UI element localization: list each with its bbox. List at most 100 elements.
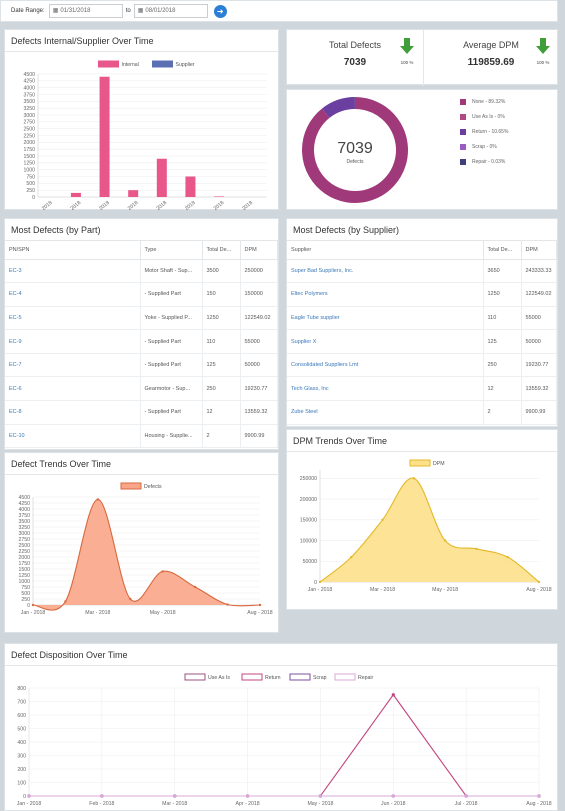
data-point[interactable] — [96, 498, 100, 501]
data-point[interactable] — [161, 570, 164, 573]
data-point[interactable] — [381, 518, 384, 521]
bar-internal[interactable] — [70, 192, 81, 197]
table-cell: 55000 — [521, 306, 557, 331]
table-cell[interactable]: Tech Glass, Inc — [287, 376, 484, 402]
column-header[interactable]: PN/SPN — [5, 241, 141, 260]
data-point[interactable] — [350, 555, 353, 559]
table-row[interactable]: Consolidated Suppliers Lmt 250 19230.77 — [287, 353, 557, 378]
table-cell: - Supplied Part — [140, 282, 203, 307]
data-point[interactable] — [537, 580, 541, 584]
table-row[interactable]: Supplier X 125 50000 — [287, 329, 557, 354]
data-point[interactable] — [318, 580, 322, 584]
legend-swatch[interactable] — [409, 459, 431, 467]
table-cell[interactable]: Supplier X — [287, 329, 484, 354]
legend-swatch[interactable] — [334, 673, 356, 681]
data-point[interactable] — [391, 693, 395, 697]
data-point[interactable] — [27, 794, 31, 798]
table-cell[interactable]: Super Bad Suppliers, Inc. — [287, 259, 484, 284]
table-cell[interactable]: EC-6 — [5, 376, 141, 402]
table-cell[interactable]: EC-9 — [5, 329, 141, 354]
total-defects-trend: 100 % — [397, 38, 417, 65]
donut-legend-item[interactable]: Repair - 0.03% — [460, 154, 508, 169]
legend-label: DPM — [433, 461, 445, 467]
data-point[interactable] — [129, 597, 132, 601]
panel-title: Defect Trends Over Time — [5, 453, 278, 475]
legend-swatch — [460, 128, 466, 135]
table-cell[interactable]: Zube Steel — [287, 400, 484, 425]
data-point[interactable] — [443, 539, 447, 542]
y-tick-label: 1500 — [18, 567, 30, 573]
table-row[interactable]: EC-10 Housing - Supplie... 2 9900.99 — [5, 424, 278, 449]
legend-swatch[interactable] — [152, 60, 173, 68]
table-cell[interactable]: Eltec Polymers — [287, 282, 484, 307]
data-point[interactable] — [318, 794, 323, 798]
table-cell[interactable]: EC-3 — [5, 259, 141, 284]
x-tick-label: Apr - 2018 — [117, 200, 140, 210]
column-header[interactable]: Type — [140, 241, 203, 260]
table-row[interactable]: EC-7- Supplied Part 125 50000 — [5, 353, 278, 378]
table-cell[interactable]: Consolidated Suppliers Lmt — [287, 353, 484, 378]
data-point[interactable] — [245, 794, 250, 798]
table-row[interactable]: EC-5 Yoke - Supplied P... 1250 122549.02 — [5, 306, 278, 331]
table-cell: 150 — [202, 282, 241, 307]
by-supplier-table: Supplier Total De... DPM Super Bad Supplie… — [287, 241, 557, 425]
table-row[interactable]: EC-8- Supplied Part 12 13559.32 — [5, 400, 278, 425]
column-header[interactable]: Total De... — [483, 241, 522, 260]
table-cell[interactable]: EC-10 — [5, 424, 141, 449]
table-cell[interactable]: Eagle Tube supplier — [287, 306, 484, 331]
data-point[interactable] — [506, 555, 509, 559]
legend-swatch[interactable] — [289, 673, 311, 681]
data-point[interactable] — [226, 603, 229, 606]
table-row[interactable]: Tech Glass, Inc 12 13559.32 — [287, 376, 557, 402]
legend-swatch[interactable] — [120, 482, 142, 490]
data-point[interactable] — [31, 603, 35, 607]
column-header[interactable]: DPM — [521, 241, 557, 260]
bar-internal[interactable] — [99, 76, 110, 197]
data-point[interactable] — [193, 585, 197, 589]
data-point[interactable] — [64, 600, 67, 603]
column-header[interactable]: Supplier — [287, 241, 484, 260]
table-row[interactable]: Super Bad Suppliers, Inc. 3650 243333.33 — [287, 259, 557, 284]
legend-swatch[interactable] — [184, 673, 206, 681]
table-cell[interactable]: EC-4 — [5, 282, 141, 307]
data-point[interactable] — [412, 477, 416, 480]
x-tick-label: Aug - 2018 — [526, 801, 551, 807]
table-row[interactable]: Eagle Tube supplier 110 55000 — [287, 306, 557, 331]
bar-internal[interactable] — [214, 196, 225, 197]
legend-swatch[interactable] — [241, 673, 263, 681]
y-tick-label: 3250 — [18, 525, 30, 531]
data-point[interactable] — [258, 603, 262, 607]
data-point[interactable] — [475, 547, 478, 551]
data-point[interactable] — [100, 794, 104, 798]
legend-label: Supplier — [176, 62, 195, 68]
table-row[interactable]: EC-9- Supplied Part 110 55000 — [5, 329, 278, 354]
donut-slice[interactable] — [302, 97, 408, 203]
donut-slice[interactable] — [322, 97, 356, 119]
table-cell[interactable]: EC-8 — [5, 400, 141, 425]
table-row[interactable]: Zube Steel 2 9900.99 — [287, 400, 557, 425]
table-row[interactable]: EC-6 Gearmotor - Sup... 250 19230.77 — [5, 376, 278, 402]
bar-internal[interactable] — [156, 158, 167, 197]
bar-internal[interactable] — [128, 190, 139, 197]
table-row[interactable]: Eltec Polymers 1250 122549.02 — [287, 282, 557, 307]
donut-legend-item[interactable]: Use As Is - 0% — [460, 109, 508, 124]
data-point[interactable] — [537, 794, 541, 798]
legend-swatch[interactable] — [98, 60, 119, 68]
table-row[interactable]: EC-4- Supplied Part 150 150000 — [5, 282, 278, 307]
column-header[interactable]: DPM — [240, 241, 278, 260]
table-cell: - Supplied Part — [140, 329, 203, 354]
table-row[interactable]: EC-3 Motor Shaft - Sup... 3500 250000 — [5, 259, 278, 284]
data-point[interactable] — [173, 794, 177, 798]
column-header[interactable]: Total De... — [202, 241, 241, 260]
table-cell[interactable]: EC-7 — [5, 353, 141, 378]
date-from-input[interactable]: ▦ 01/31/2018 — [48, 4, 123, 18]
donut-legend-item[interactable]: None - 89.32% — [460, 94, 508, 109]
donut-legend-item[interactable]: Return - 10.65% — [460, 124, 508, 139]
data-point[interactable] — [391, 794, 395, 798]
donut-legend-item[interactable]: Scrap - 0% — [460, 139, 508, 154]
table-cell[interactable]: EC-5 — [5, 306, 141, 331]
apply-date-button[interactable]: ➜ — [213, 4, 227, 18]
bar-internal[interactable] — [185, 176, 196, 198]
date-to-input[interactable]: ▦ 08/01/2018 — [133, 4, 208, 18]
data-point[interactable] — [464, 794, 468, 798]
